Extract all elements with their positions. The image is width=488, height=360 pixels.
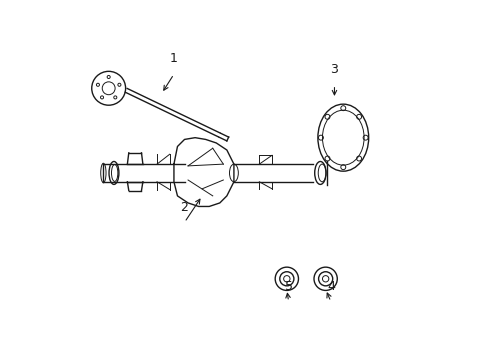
Text: 5: 5 bbox=[284, 280, 292, 293]
Text: 1: 1 bbox=[170, 52, 178, 65]
Text: 4: 4 bbox=[326, 280, 334, 293]
Text: 2: 2 bbox=[180, 201, 188, 213]
Text: 3: 3 bbox=[330, 63, 338, 76]
